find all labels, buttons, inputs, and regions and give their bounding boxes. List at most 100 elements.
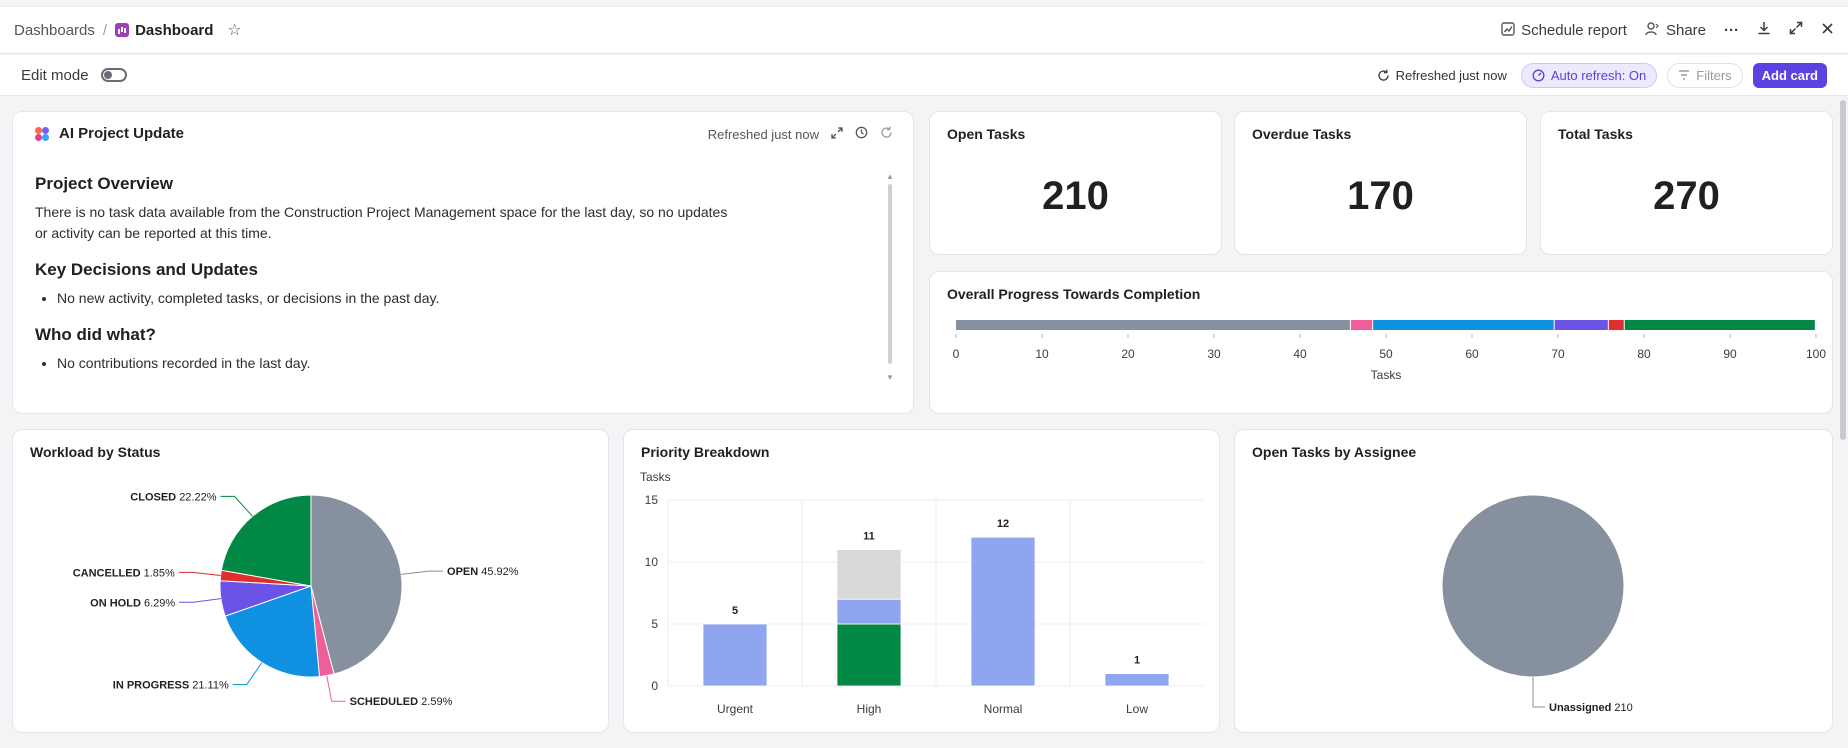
- schedule-report-button[interactable]: Schedule report: [1501, 22, 1627, 39]
- bar-segment: [1104, 673, 1170, 687]
- priority-breakdown-card: Priority Breakdown Tasks 0 5 10 15 5 Urgent 11 H…: [623, 429, 1220, 733]
- kpi-title: Total Tasks: [1558, 126, 1633, 142]
- pie-leader-line: [179, 598, 221, 603]
- page-scrollbar[interactable]: [1840, 100, 1846, 440]
- pie-label-count: 210: [1614, 702, 1632, 714]
- filters-label: Filters: [1696, 67, 1732, 83]
- progress-tick-label: 70: [1551, 347, 1565, 361]
- refresh-icon: [1377, 69, 1389, 81]
- pie-label: ON HOLD 6.29%: [90, 597, 175, 609]
- dashboard-icon: [115, 23, 130, 37]
- pie-slice: [220, 494, 312, 587]
- status-pie-chart: OPEN 45.92% SCHEDULED 2.59% IN PROGRESS 21…: [73, 491, 519, 708]
- progress-tick-label: 90: [1723, 347, 1737, 361]
- scroll-thumb[interactable]: [888, 184, 892, 364]
- y-tick-label: 10: [645, 555, 659, 569]
- pie-leader-line: [232, 662, 263, 685]
- pie-label: Unassigned 210: [1549, 702, 1633, 714]
- progress-segment: [1350, 320, 1373, 330]
- pie-label-name: SCHEDULED: [350, 696, 422, 708]
- workload-title: Workload by Status: [30, 444, 161, 460]
- close-icon[interactable]: [1821, 22, 1834, 39]
- bar-total-label: 11: [863, 531, 875, 543]
- chart-icon: [1501, 21, 1515, 39]
- pie-label-name: OPEN: [447, 566, 481, 578]
- pie-leader-line: [401, 570, 444, 575]
- refreshed-label: Refreshed just now: [1395, 67, 1507, 83]
- pie-label: CANCELLED 1.85%: [73, 567, 175, 579]
- overview-heading: Project Overview: [35, 174, 173, 193]
- bar-segment: [702, 623, 768, 687]
- refresh-button[interactable]: Refreshed just now: [1377, 68, 1507, 83]
- fullscreen-icon[interactable]: [831, 126, 843, 142]
- x-tick-label: Urgent: [717, 702, 754, 716]
- progress-tick-label: 80: [1637, 347, 1651, 361]
- kpi-open-tasks-card: Open Tasks 210: [929, 111, 1222, 255]
- kpi-title: Overdue Tasks: [1252, 126, 1352, 142]
- pie-label-pct: 22.22%: [179, 491, 217, 503]
- kpi-title: Open Tasks: [947, 126, 1026, 142]
- y-tick-label: 5: [651, 617, 658, 631]
- edit-mode-toggle[interactable]: [100, 68, 127, 82]
- kpi-value: 210: [1042, 174, 1109, 218]
- ai-card-header: AI Project Update: [35, 125, 184, 142]
- pie-leader-line: [326, 675, 346, 702]
- progress-segment: [956, 320, 1350, 330]
- auto-refresh-button[interactable]: Auto refresh: On: [1520, 62, 1658, 88]
- progress-card: Overall Progress Towards Completion 0 10 2…: [929, 271, 1833, 414]
- share-label: Share: [1665, 21, 1706, 39]
- progress-segment: [1608, 320, 1624, 330]
- progress-tick-label: 40: [1293, 347, 1307, 361]
- add-card-button[interactable]: Add card: [1752, 62, 1827, 88]
- filters-button[interactable]: Filters: [1667, 62, 1743, 88]
- assignee-pie-chart: Unassigned 210: [1441, 494, 1633, 714]
- overview-text: There is no task data available from the…: [35, 204, 728, 241]
- more-icon[interactable]: ···: [1724, 21, 1739, 39]
- pie-leader-line: [178, 571, 221, 576]
- breadcrumb-separator: /: [102, 21, 108, 39]
- pie-label: IN PROGRESS 21.11%: [113, 679, 229, 691]
- bar-total-label: 1: [1134, 655, 1140, 667]
- bar-segment: [836, 623, 902, 687]
- ai-card-scrollbar[interactable]: ▲ ▼: [886, 172, 894, 382]
- toolbar-actions: Refreshed just now Auto refresh: On Filt…: [1377, 62, 1827, 88]
- pie-label-pct: 2.59%: [421, 696, 452, 708]
- ai-card-tools: Refreshed just now: [708, 126, 893, 142]
- y-tick-label: 15: [645, 493, 659, 507]
- ai-card-title: AI Project Update: [59, 125, 185, 142]
- x-tick-label: Normal: [984, 702, 1023, 716]
- list-item: No new activity, completed tasks, or dec…: [57, 288, 735, 309]
- bar-segment: [836, 598, 902, 625]
- scroll-down-arrow[interactable]: ▼: [886, 373, 894, 382]
- breadcrumb-current[interactable]: Dashboard: [135, 21, 214, 39]
- history-icon[interactable]: [855, 126, 868, 142]
- kpi-total-tasks-card: Total Tasks 270: [1540, 111, 1833, 255]
- pie-label-name: Unassigned: [1549, 702, 1614, 714]
- share-button[interactable]: Share: [1645, 22, 1706, 39]
- breadcrumb-dashboards[interactable]: Dashboards: [14, 21, 95, 39]
- scroll-up-arrow[interactable]: ▲: [886, 172, 894, 181]
- x-tick-label: High: [857, 702, 882, 716]
- regenerate-icon[interactable]: [880, 126, 893, 142]
- auto-refresh-label: Auto refresh: On: [1550, 67, 1647, 83]
- pie-label-name: ON HOLD: [90, 597, 144, 609]
- edit-mode-label: Edit mode: [21, 66, 89, 84]
- download-icon[interactable]: [1757, 21, 1771, 39]
- progress-segment: [1624, 320, 1815, 330]
- x-tick-label: Low: [1126, 702, 1148, 716]
- assignee-title: Open Tasks by Assignee: [1252, 444, 1417, 460]
- progress-tick-label: 20: [1121, 347, 1135, 361]
- star-icon[interactable]: ☆: [227, 22, 242, 39]
- who-list: No contributions recorded in the last da…: [57, 353, 735, 374]
- expand-icon[interactable]: [1789, 21, 1803, 39]
- pie-label: SCHEDULED 2.59%: [350, 696, 453, 708]
- progress-segment: [1554, 320, 1608, 330]
- y-axis-label: Tasks: [640, 470, 671, 484]
- workload-status-card: Workload by Status OPEN 45.92% SCHEDULED …: [12, 429, 609, 733]
- decisions-list: No new activity, completed tasks, or dec…: [57, 288, 735, 309]
- ai-refreshed-label: Refreshed just now: [707, 126, 819, 142]
- progress-x-label: Tasks: [1371, 368, 1402, 382]
- pie-label-name: CANCELLED: [73, 567, 144, 579]
- list-item: No contributions recorded in the last da…: [57, 353, 735, 374]
- ai-card-body: Project Overview There is no task data a…: [35, 162, 735, 374]
